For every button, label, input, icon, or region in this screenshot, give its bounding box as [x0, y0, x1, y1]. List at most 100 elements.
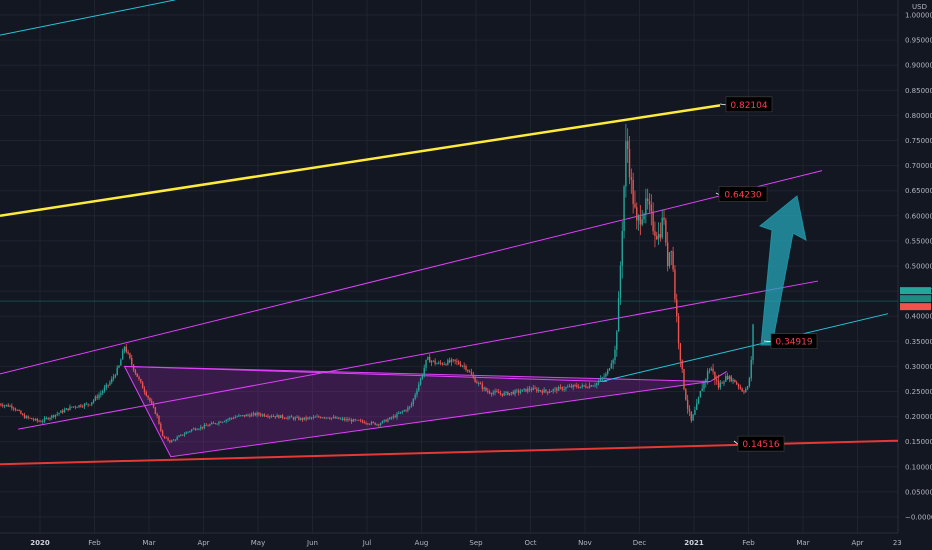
candle-body [214, 423, 217, 424]
candle-body [565, 387, 567, 389]
up-arrow-icon[interactable] [758, 195, 807, 346]
candle-body [180, 434, 182, 436]
candle-body [628, 148, 631, 178]
candle-body [378, 424, 380, 426]
x-tick-label: Oct [524, 539, 536, 547]
candle-body [183, 434, 186, 436]
candle-body [210, 422, 213, 425]
candle-body [105, 384, 108, 388]
candle-body [527, 388, 529, 392]
candle-body [427, 357, 429, 360]
candle-body [85, 403, 88, 405]
candle-body [147, 395, 149, 398]
candle-body [350, 419, 353, 422]
candle-body [5, 404, 8, 406]
candle-body [252, 413, 255, 415]
candle-body [16, 410, 18, 411]
candle-body [74, 406, 77, 408]
candle-body [679, 343, 682, 361]
candle-body [390, 417, 393, 419]
candle-body [22, 413, 24, 415]
candle-body [445, 364, 447, 365]
candle-body [187, 431, 189, 433]
candle-body [34, 418, 37, 420]
candle-body [634, 203, 636, 208]
candle-body [94, 396, 97, 401]
candle-body [358, 419, 360, 421]
candle-body [418, 384, 420, 391]
candle-body [341, 418, 344, 420]
candle-body [169, 440, 171, 442]
candle-body [685, 389, 687, 400]
candle-body [425, 359, 427, 368]
candle-body [14, 408, 17, 411]
candle-body [732, 379, 734, 382]
candle-body [305, 417, 307, 420]
price-callout[interactable]: 0.64230 [715, 186, 768, 202]
candle-body [345, 419, 347, 421]
candle-body [572, 385, 574, 388]
candle-body [592, 385, 594, 387]
candle-body [750, 359, 752, 379]
candle-body [741, 388, 743, 392]
candle-body [407, 407, 409, 411]
candle-body [487, 390, 489, 392]
cyan-line-top[interactable] [0, 0, 176, 36]
price-callout[interactable]: 0.14516 [733, 435, 785, 452]
time-axis[interactable]: 2020 Feb Mar Apr May Jun Jul Aug Sep Oct Nov Dec 202… [30, 539, 901, 547]
candle-body [396, 413, 398, 418]
price-callout[interactable]: 0.34919 [763, 333, 818, 350]
candle-body [309, 417, 311, 419]
candle-body [450, 359, 453, 363]
candle-body [218, 421, 220, 424]
y-tick-label: 0.35000 [905, 338, 932, 346]
annotation-drawings[interactable]: 0.82104 0.64230 0.34919 0.14516 [715, 96, 818, 452]
candle-body [323, 417, 326, 419]
candle-body [681, 360, 683, 370]
candle-body [605, 373, 607, 377]
candle-body [452, 359, 454, 361]
cyan-trend-line[interactable] [601, 313, 889, 382]
candle-body [198, 428, 200, 430]
candle-body [559, 387, 562, 388]
candle-body [499, 393, 502, 395]
candle-body [552, 389, 554, 392]
x-tick-label: Nov [578, 539, 592, 547]
candle-body [619, 265, 622, 298]
price-axis[interactable]: USD 1.00000 0.95000 0.90000 0.85000 0.80000 0… [905, 3, 932, 522]
candle-body [89, 404, 91, 406]
candlestick-series [0, 123, 754, 444]
candle-body [116, 367, 118, 376]
candle-body [641, 219, 643, 225]
candle-body [746, 386, 749, 389]
candle-body [285, 418, 287, 420]
callout-leader [719, 103, 727, 106]
candle-body [717, 380, 720, 388]
x-tick-label: Aug [415, 539, 429, 547]
candle-body [156, 413, 158, 416]
price-callout[interactable]: 0.82104 [719, 96, 773, 113]
candle-body [45, 417, 48, 419]
candle-body [706, 371, 709, 380]
candle-body [441, 363, 444, 365]
callout-box [725, 96, 773, 113]
candle-body [447, 360, 449, 365]
candle-body [132, 364, 135, 371]
candle-body [356, 419, 358, 421]
candle-body [96, 396, 98, 398]
triangle-top-line[interactable] [124, 365, 607, 382]
yellow-channel-line[interactable] [0, 104, 721, 218]
candle-body [392, 416, 395, 418]
magenta-channel-upper[interactable] [0, 170, 823, 375]
candle-body [250, 414, 253, 417]
candle-body [536, 388, 538, 392]
candle-body [725, 376, 727, 382]
candle-body [296, 417, 298, 419]
grid-lines [0, 0, 899, 534]
candle-body [721, 382, 723, 384]
candle-body [743, 391, 745, 393]
candle-body [120, 359, 122, 366]
candle-body [314, 416, 316, 418]
candle-body [554, 388, 556, 390]
